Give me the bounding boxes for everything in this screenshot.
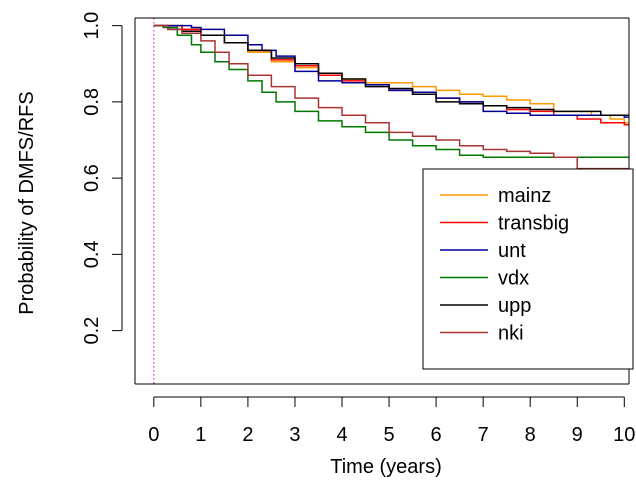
legend: mainz transbig unt vdx upp nki (422, 168, 634, 370)
y-tick-label: 0.8 (81, 88, 103, 116)
x-tick-label: 10 (613, 424, 635, 446)
y-tick-label: 0.2 (81, 317, 103, 345)
survival-curves (153, 24, 629, 170)
axes: 0 1 2 3 4 5 6 7 8 9 10 0.2 0.4 0.6 0.8 1.0 (81, 12, 635, 446)
series-line-vdx (153, 24, 629, 158)
legend-label-unt: unt (498, 240, 526, 262)
y-tick-label: 1.0 (81, 12, 103, 40)
legend-label-transbig: transbig (498, 213, 569, 235)
legend-label-nki: nki (498, 323, 524, 345)
legend-label-upp: upp (498, 295, 531, 317)
x-tick-label: 0 (148, 424, 159, 446)
x-tick-label: 9 (572, 424, 583, 446)
x-tick-label: 4 (336, 424, 347, 446)
x-tick-label: 2 (242, 424, 253, 446)
x-tick-label: 6 (431, 424, 442, 446)
x-tick-label: 8 (525, 424, 536, 446)
series-line-upp (153, 24, 629, 116)
legend-label-vdx: vdx (498, 268, 529, 290)
y-tick-label: 0.6 (81, 164, 103, 192)
legend-label-mainz: mainz (498, 185, 551, 207)
y-tick-label: 0.4 (81, 240, 103, 268)
series-line-nki (153, 24, 629, 170)
x-tick-label: 7 (478, 424, 489, 446)
x-axis-label: Time (years) (330, 456, 441, 478)
y-axis-label: Probability of DMFS/RFS (16, 91, 38, 314)
legend-box (422, 168, 634, 370)
x-tick-label: 3 (289, 424, 300, 446)
x-tick-label: 1 (195, 424, 206, 446)
x-tick-label: 5 (383, 424, 394, 446)
